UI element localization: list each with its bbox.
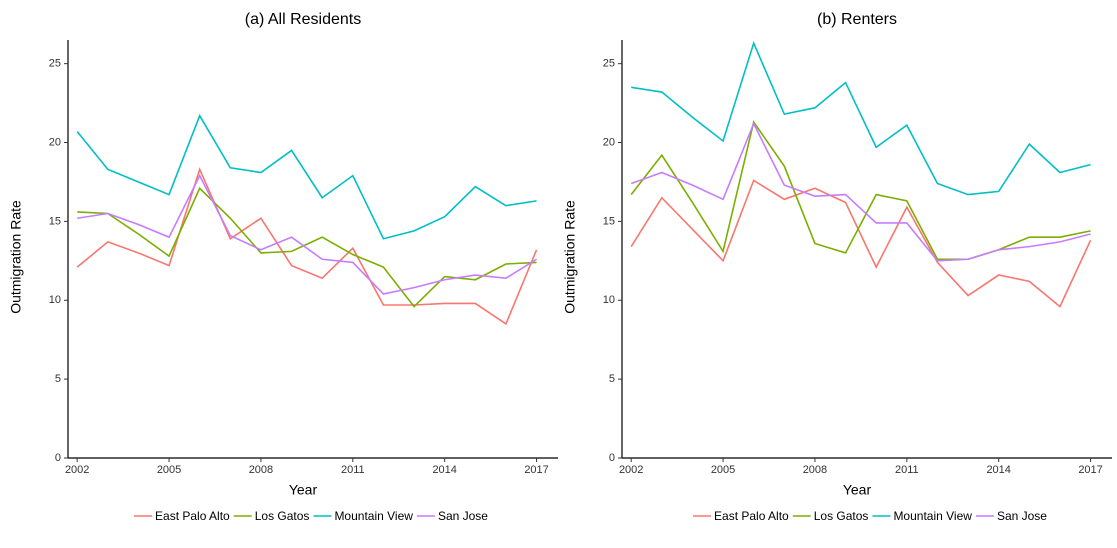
y-tick-label: 5 xyxy=(609,373,615,385)
y-tick-label: 20 xyxy=(49,136,61,148)
y-axis-label: Outmigration Rate xyxy=(562,200,578,314)
y-tick-label: 25 xyxy=(49,58,61,70)
line xyxy=(76,113,537,240)
x-axis-label: Year xyxy=(843,482,872,498)
x-tick-label: 2011 xyxy=(341,464,365,476)
x-tick-label: 2014 xyxy=(986,464,1010,476)
x-tick-label: 2017 xyxy=(524,464,548,476)
legend: East Palo Alto Los Gatos Mountain View San … xyxy=(134,509,488,523)
legend-label: Mountain View xyxy=(893,509,972,523)
legend-label: Los Gatos xyxy=(814,509,869,523)
legend-label: San Jose xyxy=(438,509,488,523)
y-tick-label: 15 xyxy=(603,215,615,227)
line xyxy=(630,120,1091,261)
x-tick-label: 2011 xyxy=(895,464,919,476)
x-tick-label: 2014 xyxy=(432,464,456,476)
y-axis-label: Outmigration Rate xyxy=(8,200,24,314)
line xyxy=(630,121,1091,262)
chart-title: (a) All Residents xyxy=(245,11,362,28)
y-tick-label: 10 xyxy=(603,294,615,306)
x-tick-label: 2008 xyxy=(803,464,827,476)
line xyxy=(77,173,537,295)
y-tick-label: 5 xyxy=(55,373,61,385)
y-tick-label: 0 xyxy=(609,452,615,464)
y-tick-label: 25 xyxy=(603,58,615,70)
x-tick-label: 2005 xyxy=(711,464,735,476)
x-tick-label: 2002 xyxy=(65,464,89,476)
chart-title: (b) Renters xyxy=(817,11,897,28)
line xyxy=(630,179,1092,308)
x-axis-label: Year xyxy=(289,482,318,498)
legend-label: Mountain View xyxy=(334,509,413,523)
y-tick-label: 10 xyxy=(49,294,61,306)
y-tick-label: 15 xyxy=(49,215,61,227)
legend-label: East Palo Alto xyxy=(714,509,789,523)
x-tick-label: 2002 xyxy=(619,464,643,476)
x-tick-label: 2017 xyxy=(1078,464,1102,476)
legend-label: San Jose xyxy=(997,509,1047,523)
legend-label: East Palo Alto xyxy=(155,509,230,523)
y-tick-label: 0 xyxy=(55,452,61,464)
line xyxy=(631,40,1091,196)
legend-label: Los Gatos xyxy=(255,509,310,523)
x-tick-label: 2008 xyxy=(249,464,273,476)
legend: East Palo Alto Los Gatos Mountain View San … xyxy=(693,509,1047,523)
x-tick-label: 2005 xyxy=(157,464,181,476)
y-tick-label: 20 xyxy=(603,136,615,148)
line xyxy=(76,167,538,326)
